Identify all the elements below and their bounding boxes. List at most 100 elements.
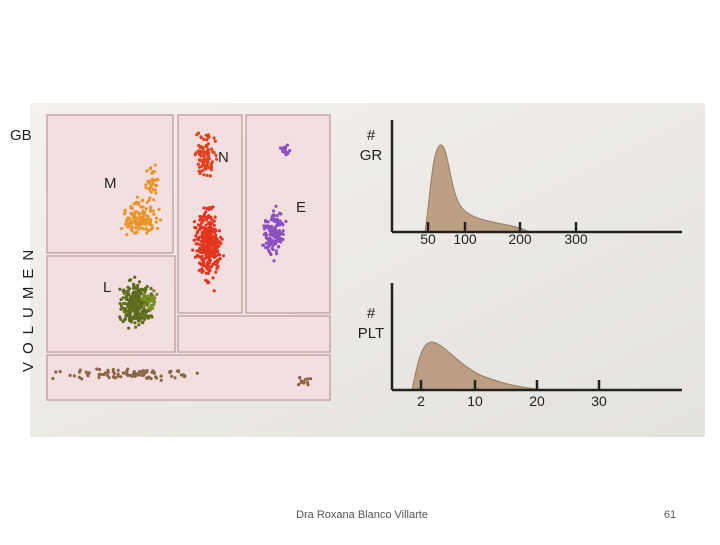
- dot: [98, 372, 102, 376]
- dot: [111, 370, 115, 374]
- tick-label: 2: [417, 393, 425, 409]
- scatter-dots: [51, 131, 313, 387]
- dot: [125, 369, 129, 373]
- dot: [135, 195, 140, 199]
- dot: [119, 317, 123, 321]
- dot: [214, 154, 218, 158]
- dot: [209, 226, 214, 230]
- dot: [159, 218, 163, 222]
- dot: [267, 248, 271, 253]
- dot: [261, 243, 266, 247]
- dot: [208, 174, 212, 178]
- dot: [283, 145, 288, 149]
- dot: [150, 226, 154, 230]
- panel-empty: [177, 315, 331, 353]
- dot: [101, 373, 105, 377]
- dot: [152, 198, 156, 202]
- dot: [139, 287, 143, 291]
- tick-label: 10: [467, 393, 483, 409]
- dot: [196, 131, 200, 135]
- dot: [213, 139, 217, 143]
- dot: [202, 168, 206, 172]
- dot: [86, 374, 90, 378]
- dot: [201, 218, 205, 222]
- dot: [116, 374, 120, 378]
- dot: [127, 306, 131, 310]
- dot: [198, 171, 202, 176]
- dot: [152, 303, 156, 307]
- dot: [275, 213, 279, 218]
- page-number: 61: [664, 509, 676, 521]
- dot: [212, 219, 216, 223]
- dot: [211, 234, 216, 238]
- dot: [151, 296, 155, 300]
- dot: [199, 149, 203, 153]
- dot: [196, 236, 201, 240]
- dot: [273, 233, 277, 237]
- dot: [205, 236, 209, 240]
- dot: [133, 215, 137, 219]
- dot: [202, 261, 206, 265]
- dot: [217, 244, 221, 248]
- dot: [205, 240, 209, 244]
- dot: [201, 249, 205, 253]
- dot: [210, 147, 214, 151]
- dot: [262, 227, 267, 231]
- dot: [116, 372, 120, 376]
- dot: [200, 268, 205, 272]
- dot: [271, 213, 275, 217]
- dot: [200, 254, 204, 258]
- dot: [203, 226, 207, 230]
- cluster-label: N: [218, 149, 229, 166]
- histogram-shape: [424, 144, 531, 233]
- dot: [207, 268, 212, 273]
- dot: [201, 145, 205, 150]
- dot: [124, 222, 128, 226]
- dot: [203, 245, 207, 249]
- dot: [170, 374, 174, 378]
- dot: [135, 230, 139, 234]
- dot: [204, 247, 208, 251]
- dot: [130, 212, 134, 216]
- dot: [132, 231, 136, 235]
- dot: [144, 183, 148, 187]
- dot: [77, 375, 81, 379]
- dot: [216, 252, 220, 256]
- dot: [199, 239, 203, 243]
- dot: [193, 153, 197, 157]
- dot: [219, 241, 223, 246]
- dot: [152, 289, 156, 293]
- dot: [134, 210, 138, 214]
- dot: [155, 216, 159, 220]
- dot: [202, 229, 207, 233]
- dot: [149, 190, 153, 194]
- histograms: # GR 50 100 200 300 # PLT 2 10 20 30: [358, 120, 682, 409]
- dot: [145, 169, 149, 173]
- dot: [116, 368, 120, 372]
- dot: [139, 205, 143, 209]
- dot: [176, 369, 180, 373]
- dot: [200, 226, 204, 230]
- dot: [275, 252, 279, 256]
- dot: [107, 376, 111, 380]
- dot: [285, 151, 290, 155]
- dot: [122, 301, 126, 305]
- dot: [147, 198, 151, 202]
- panel-e: [245, 114, 331, 314]
- dot: [129, 320, 133, 324]
- dot: [121, 320, 125, 324]
- dot: [208, 166, 212, 170]
- dot: [145, 370, 149, 374]
- dot: [192, 238, 196, 242]
- dot: [288, 149, 292, 153]
- dot: [119, 307, 123, 311]
- dot: [135, 311, 139, 316]
- dot: [284, 219, 288, 223]
- dot: [149, 286, 153, 291]
- dot: [206, 154, 211, 158]
- dot: [281, 223, 285, 227]
- dot: [298, 376, 302, 380]
- dot: [206, 133, 210, 137]
- dot: [134, 325, 138, 329]
- dot: [133, 218, 137, 222]
